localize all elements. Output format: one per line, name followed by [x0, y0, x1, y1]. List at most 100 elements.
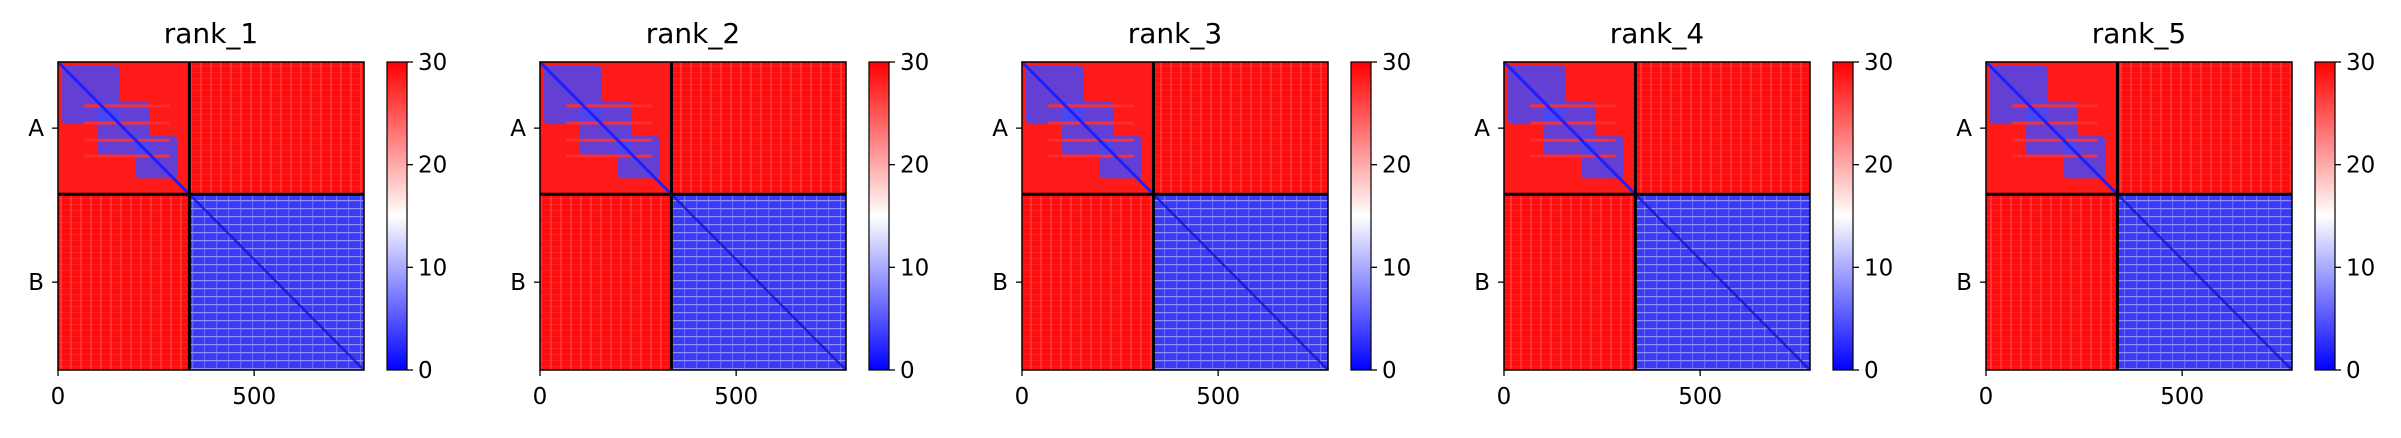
- colorbar-tick-label: 10: [418, 255, 447, 281]
- diagonal-A: [1502, 60, 1637, 196]
- contact-stripe-A: [84, 104, 170, 108]
- colorbar-tick-label: 20: [418, 153, 447, 179]
- contact-stripe-A: [84, 121, 170, 125]
- x-tick-label: 0: [1015, 384, 1030, 410]
- heatmap-panel-4: rank_4 A B 0 500 0 10 20 30: [1474, 17, 1893, 410]
- colorbar-tick-label: 0: [2346, 358, 2361, 384]
- colorbar: [868, 61, 890, 371]
- panel-title: rank_2: [646, 17, 740, 50]
- contact-stripe-A: [1530, 121, 1616, 125]
- diagonal-A: [56, 60, 191, 196]
- heatmap-panel-3: rank_3 A B 0 500 0 10 20 30: [992, 17, 1411, 410]
- contact-stripe-A: [2012, 104, 2098, 108]
- diagonal-B: [1634, 193, 1811, 371]
- x-tick-label: 0: [1497, 384, 1512, 410]
- y-tick-label-A: A: [1956, 116, 1972, 142]
- contact-stripe-A: [2012, 138, 2098, 142]
- y-tick-label-B: B: [992, 270, 1008, 296]
- contact-stripe-A: [1530, 154, 1616, 158]
- contact-stripe-A: [566, 121, 652, 125]
- contact-stripe-A: [84, 138, 170, 142]
- block-B-A: [1022, 194, 1154, 370]
- colorbar-tick-label: 0: [1382, 358, 1397, 384]
- heatmap-panel-1: rank_1 A B 0 500 0 10 20 30: [28, 17, 447, 410]
- diagonal-A: [1020, 60, 1155, 196]
- x-tick-label: 0: [1979, 384, 1994, 410]
- colorbar-tick-label: 30: [900, 50, 929, 76]
- colorbar: [386, 61, 408, 371]
- contact-stripe-A: [1530, 104, 1616, 108]
- panel-title: rank_1: [164, 17, 258, 50]
- diagonal-B: [670, 193, 847, 371]
- block-B-A: [540, 194, 672, 370]
- x-tick-label: 500: [1678, 384, 1722, 410]
- block-A-B: [671, 62, 846, 195]
- contact-stripe-A: [2012, 121, 2098, 125]
- contact-stripe-A: [84, 154, 170, 158]
- plot-frame: [1021, 61, 1329, 371]
- colorbar: [2314, 61, 2336, 371]
- colorbar-tick-label: 10: [900, 255, 929, 281]
- colorbar-tick-label: 20: [2346, 153, 2375, 179]
- contact-stripe-A: [2012, 154, 2098, 158]
- colorbar-tick-label: 0: [1864, 358, 1879, 384]
- block-A-B: [1635, 62, 1810, 195]
- colorbar-tick-label: 10: [2346, 255, 2375, 281]
- diagonal-B: [1152, 193, 1329, 371]
- heatmap-panel-5: rank_5 A B 0 500 0 10 20 30: [1956, 17, 2375, 410]
- contact-stripe-A: [566, 104, 652, 108]
- plot-frame: [1985, 61, 2293, 371]
- contact-stripe-A: [1048, 154, 1134, 158]
- contact-stripe-A: [1048, 138, 1134, 142]
- colorbar-tick-label: 20: [1382, 153, 1411, 179]
- colorbar-tick-label: 20: [900, 153, 929, 179]
- contact-stripe-A: [1530, 138, 1616, 142]
- diagonal-A: [538, 60, 673, 196]
- x-tick-label: 0: [533, 384, 548, 410]
- diagonal-A: [1984, 60, 2119, 196]
- block-B-A: [1504, 194, 1636, 370]
- diagonal-B: [2116, 193, 2293, 371]
- colorbar-tick-label: 30: [418, 50, 447, 76]
- x-tick-label: 500: [714, 384, 758, 410]
- panel-title: rank_4: [1610, 17, 1704, 50]
- y-tick-label-A: A: [992, 116, 1008, 142]
- x-tick-label: 500: [1196, 384, 1240, 410]
- colorbar-tick-label: 10: [1864, 255, 1893, 281]
- panel-title: rank_5: [2092, 17, 2186, 50]
- contact-stripe-A: [566, 138, 652, 142]
- x-tick-label: 0: [51, 384, 66, 410]
- y-tick-label-B: B: [1474, 270, 1490, 296]
- contact-stripe-A: [566, 154, 652, 158]
- colorbar-tick-label: 30: [2346, 50, 2375, 76]
- contact-stripe-A: [1048, 104, 1134, 108]
- colorbar-tick-label: 20: [1864, 153, 1893, 179]
- x-tick-label: 500: [2160, 384, 2204, 410]
- colorbar-tick-label: 0: [900, 358, 915, 384]
- y-tick-label-B: B: [510, 270, 526, 296]
- colorbar-tick-label: 10: [1382, 255, 1411, 281]
- heatmap-panel-2: rank_2 A B 0 500 0 10 20 30: [510, 17, 929, 410]
- panel-title: rank_3: [1128, 17, 1222, 50]
- block-B-A: [1986, 194, 2118, 370]
- block-A-B: [1153, 62, 1328, 195]
- plot-frame: [57, 61, 365, 371]
- y-tick-label-A: A: [1474, 116, 1490, 142]
- x-tick-label: 500: [232, 384, 276, 410]
- colorbar: [1350, 61, 1372, 371]
- colorbar-tick-label: 30: [1864, 50, 1893, 76]
- contact-stripe-A: [1048, 121, 1134, 125]
- plot-frame: [1503, 61, 1811, 371]
- diagonal-B: [188, 193, 365, 371]
- colorbar: [1832, 61, 1854, 371]
- plot-frame: [539, 61, 847, 371]
- block-A-B: [189, 62, 364, 195]
- y-tick-label-B: B: [1956, 270, 1972, 296]
- colorbar-tick-label: 0: [418, 358, 433, 384]
- block-A-B: [2117, 62, 2292, 195]
- y-tick-label-A: A: [510, 116, 526, 142]
- block-B-A: [58, 194, 190, 370]
- y-tick-label-B: B: [28, 270, 44, 296]
- colorbar-tick-label: 30: [1382, 50, 1411, 76]
